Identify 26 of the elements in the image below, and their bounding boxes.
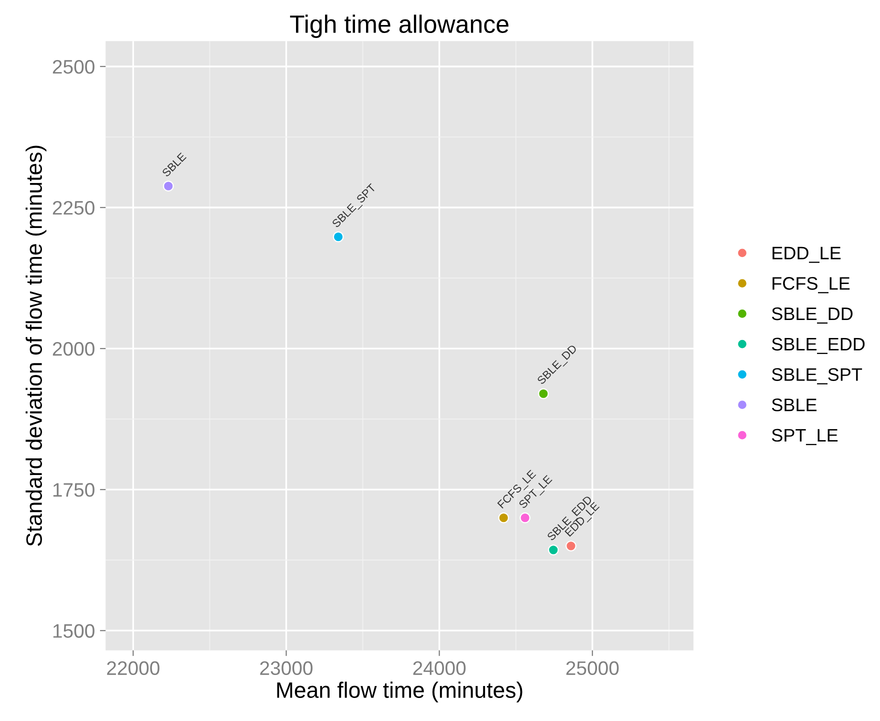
legend-label: SBLE_DD (772, 307, 853, 324)
point (538, 388, 549, 400)
legend-label: SBLE_SPT (772, 368, 862, 384)
chart-title: Tigh time allowance (290, 14, 508, 38)
x-tick-label: 25000 (566, 661, 619, 676)
legend-label: SBLE_EDD (772, 338, 865, 354)
x-tick-label: 23000 (260, 661, 313, 676)
legend-label: EDD_LE (772, 246, 841, 263)
x-tick-label: 24000 (413, 661, 466, 676)
y-axis-title: Standard deviation of flow time (minutes) (26, 146, 46, 546)
point (498, 512, 510, 524)
y-tick-label: 2000 (52, 342, 94, 356)
legend-label: FCFS_LE (772, 277, 850, 294)
y-tick-label: 2250 (52, 200, 94, 215)
x-axis-title: Mean flow time (minutes) (277, 682, 522, 702)
y-tick-label: 1500 (53, 624, 94, 638)
point (548, 544, 559, 556)
y-tick-label: 1750 (53, 483, 94, 497)
y-tick-label: 2500 (52, 60, 94, 74)
point (162, 180, 174, 192)
point (332, 231, 344, 242)
legend-label: SPT_LE (772, 428, 838, 446)
point (520, 512, 530, 524)
point (566, 540, 576, 552)
x-tick-label: 22000 (107, 661, 160, 676)
legend-label: SBLE (772, 398, 817, 412)
